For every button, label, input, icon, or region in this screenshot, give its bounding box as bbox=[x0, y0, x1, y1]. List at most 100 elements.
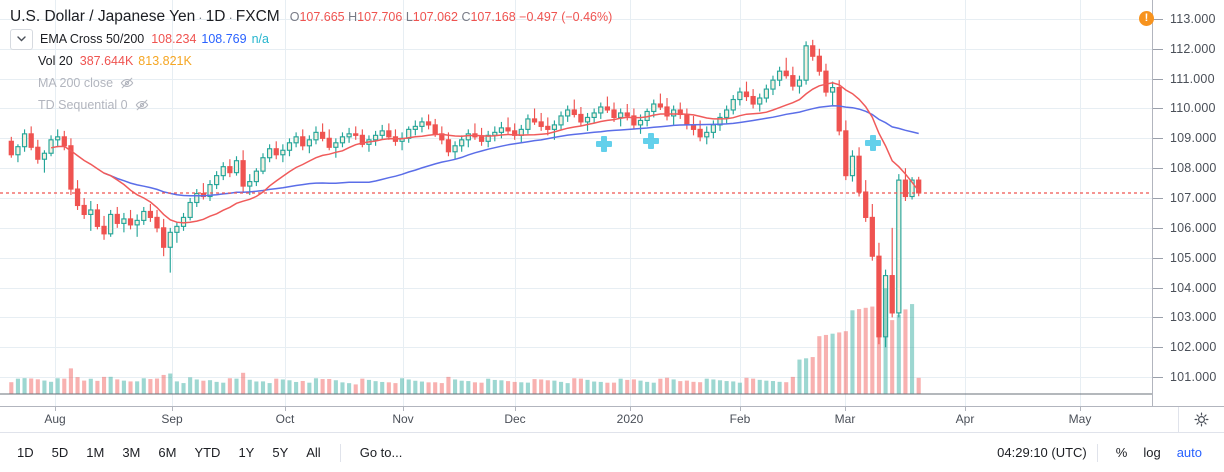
time-axis[interactable]: Aug Sep Oct Nov Dec 2020 Feb Mar Apr May bbox=[0, 406, 1224, 432]
range-buttons: 1D 5D 1M 3M 6M YTD 1Y 5Y All bbox=[8, 441, 330, 464]
exchange-label[interactable]: FXCM bbox=[235, 8, 280, 25]
range-button-1y[interactable]: 1Y bbox=[238, 445, 255, 460]
price-tick bbox=[1153, 377, 1163, 379]
range-button-1d[interactable]: 1D bbox=[17, 445, 34, 460]
interval-label[interactable]: 1D bbox=[205, 8, 226, 25]
price-tick bbox=[1153, 227, 1163, 229]
time-axis-label: Aug bbox=[44, 412, 66, 426]
time-tick bbox=[740, 407, 741, 411]
time-axis-label: Feb bbox=[729, 412, 751, 426]
ema50-value: 108.234 bbox=[151, 32, 197, 46]
legend-indicator-ma200: MA 200 close bbox=[38, 72, 612, 94]
high-label: H bbox=[348, 10, 358, 24]
ema200-value: 108.769 bbox=[201, 32, 247, 46]
price-axis[interactable]: 113.000 112.000 111.000 110.000 109.000 108.0… bbox=[1152, 0, 1224, 406]
price-axis-label: 112.000 bbox=[1170, 41, 1216, 56]
time-tick bbox=[403, 407, 404, 411]
time-axis-label: May bbox=[1068, 412, 1092, 426]
chart-legend: U.S. Dollar / Japanese Yen · 1D · FXCM O… bbox=[10, 6, 612, 116]
time-axis-label: Apr bbox=[955, 412, 975, 426]
time-axis-label: Nov bbox=[392, 412, 414, 426]
range-button-ytd[interactable]: YTD bbox=[194, 445, 221, 460]
ema-cross-value: n/a bbox=[251, 32, 269, 46]
range-button-5y[interactable]: 5Y bbox=[272, 445, 289, 460]
time-tick bbox=[515, 407, 516, 411]
range-button-5d[interactable]: 5D bbox=[51, 445, 69, 460]
price-axis-label: 105.000 bbox=[1170, 250, 1217, 265]
eye-crossed-icon-ma200[interactable] bbox=[120, 76, 134, 90]
legend-indicator-td: TD Sequential 0 bbox=[38, 94, 612, 116]
price-tick bbox=[1153, 48, 1163, 50]
chart-pane[interactable] bbox=[0, 0, 1152, 406]
symbol-title[interactable]: U.S. Dollar / Japanese Yen bbox=[10, 8, 196, 25]
range-button-6m[interactable]: 6M bbox=[158, 445, 177, 460]
price-axis-label: 109.000 bbox=[1170, 131, 1217, 146]
price-axis-label: 101.000 bbox=[1170, 370, 1217, 385]
ohlc-values: O107.665 H107.706 L107.062 C107.168 −0.4… bbox=[290, 10, 613, 24]
price-tick bbox=[1153, 78, 1163, 80]
legend-indicator-ema: EMA Cross 50/200 108.234 108.769 n/a bbox=[10, 28, 612, 50]
time-tick bbox=[172, 407, 173, 411]
auto-scale-button[interactable]: auto bbox=[1176, 445, 1202, 460]
indicator-name-ema[interactable]: EMA Cross 50/200 bbox=[40, 32, 145, 46]
legend-indicator-volume: Vol 20 387.644K 813.821K bbox=[38, 50, 612, 72]
price-axis-label: 113.000 bbox=[1170, 11, 1216, 26]
bottom-toolbar: 1D 5D 1M 3M 6M YTD 1Y 5Y All Go to... 04:29:10 (… bbox=[0, 432, 1224, 472]
price-axis-label: 102.000 bbox=[1170, 340, 1217, 355]
price-tick bbox=[1153, 257, 1163, 259]
close-value: 107.168 bbox=[470, 10, 516, 24]
price-axis-label: 111.000 bbox=[1170, 71, 1215, 86]
low-label: L bbox=[405, 10, 413, 24]
chart-gridlines bbox=[0, 0, 1152, 406]
close-label: C bbox=[461, 10, 471, 24]
time-tick bbox=[630, 407, 631, 411]
eye-crossed-icon-td[interactable] bbox=[135, 98, 149, 112]
goto-button[interactable]: Go to... bbox=[359, 445, 403, 460]
range-button-1m[interactable]: 1M bbox=[86, 445, 105, 460]
price-axis-label: 108.000 bbox=[1170, 161, 1217, 176]
gear-icon bbox=[1194, 412, 1209, 427]
volume-value: 387.644K bbox=[79, 54, 134, 68]
high-value: 107.706 bbox=[357, 10, 403, 24]
open-value: 107.665 bbox=[299, 10, 345, 24]
price-tick bbox=[1153, 168, 1163, 170]
indicator-name-volume[interactable]: Vol 20 bbox=[38, 54, 73, 68]
change-value: −0.497 (−0.46%) bbox=[519, 10, 613, 24]
chart-settings-button[interactable] bbox=[1178, 407, 1224, 432]
price-tick bbox=[1153, 18, 1163, 20]
price-axis-label: 110.000 bbox=[1170, 101, 1216, 116]
percent-scale-button[interactable]: % bbox=[1115, 445, 1128, 460]
time-axis-label: 2020 bbox=[616, 412, 644, 426]
low-value: 107.062 bbox=[412, 10, 458, 24]
time-axis-label: Dec bbox=[504, 412, 526, 426]
time-tick bbox=[1080, 407, 1081, 411]
toolbar-divider bbox=[339, 443, 341, 462]
indicator-name-ma200[interactable]: MA 200 close bbox=[38, 76, 114, 90]
price-axis-label: 107.000 bbox=[1170, 191, 1217, 206]
open-label: O bbox=[289, 10, 300, 24]
range-button-3m[interactable]: 3M bbox=[122, 445, 141, 460]
price-tick bbox=[1153, 317, 1163, 319]
price-tick bbox=[1153, 138, 1163, 140]
chevron-down-icon[interactable] bbox=[10, 28, 33, 50]
price-tick bbox=[1153, 347, 1163, 349]
time-axis-label: Sep bbox=[161, 412, 183, 426]
legend-sep-1: · bbox=[198, 9, 203, 25]
legend-sep-2: · bbox=[228, 9, 233, 25]
range-button-all[interactable]: All bbox=[306, 445, 321, 460]
time-axis-label: Oct bbox=[275, 412, 295, 426]
alert-exclamation-icon[interactable]: ! bbox=[1139, 11, 1154, 26]
volume-ma-value: 813.821K bbox=[138, 54, 192, 68]
time-tick bbox=[285, 407, 286, 411]
price-axis-label: 104.000 bbox=[1170, 280, 1217, 295]
time-tick bbox=[965, 407, 966, 411]
price-axis-label: 103.000 bbox=[1170, 310, 1217, 325]
indicator-name-td[interactable]: TD Sequential 0 bbox=[38, 98, 128, 112]
time-tick bbox=[55, 407, 56, 411]
clock-label: 04:29:10 (UTC) bbox=[997, 445, 1087, 460]
toolbar-divider-2 bbox=[1096, 443, 1098, 462]
price-axis-label: 106.000 bbox=[1170, 220, 1217, 235]
log-scale-button[interactable]: log bbox=[1143, 445, 1161, 460]
time-axis-label: Mar bbox=[834, 412, 856, 426]
